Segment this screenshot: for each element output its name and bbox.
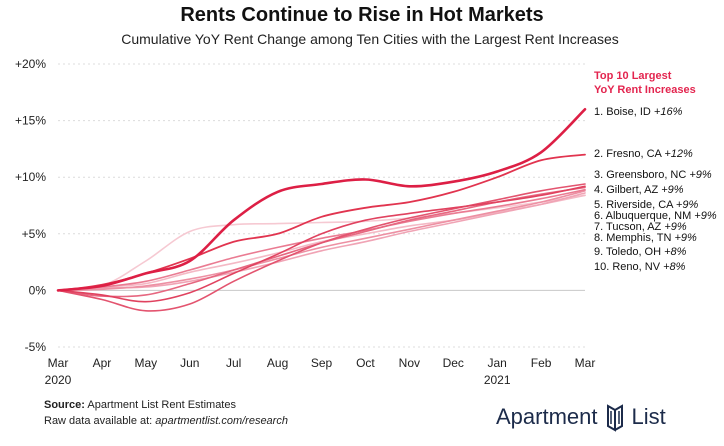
x-tick-label: Aug [267,356,288,370]
legend-entry: 7. Tucson, AZ +9% [594,221,687,233]
series-line-greensboro-nc [57,185,586,303]
legend-entry: 8. Memphis, TN +9% [594,232,697,244]
legend-title-line-2: YoY Rent Increases [594,84,696,96]
legend-entry: 1. Boise, ID +16% [594,106,683,118]
x-axis: Mar Apr May Jun Jul Aug Sep Oct Nov Dec Jan Feb Mar 2… [45,356,596,387]
x-tick-label: Dec [443,356,464,370]
y-tick-label: +20% [15,57,46,71]
y-tick-label: +10% [15,170,46,184]
x-year-label: 2020 [45,373,72,387]
x-tick-label: Sep [311,356,333,370]
x-tick-label: Oct [356,356,375,370]
gridlines [58,63,585,348]
brand-logo: Apartment List [496,397,666,437]
legend-entry: 9. Toledo, OH +8% [594,246,687,258]
raw-data-link[interactable]: apartmentlist.com/research [155,415,288,427]
x-tick-label: Feb [531,356,552,370]
chart-subtitle: Cumulative YoY Rent Change among Ten Cit… [121,31,619,47]
legend-entry: 5. Riverside, CA +9% [594,199,698,211]
legend-entry: 3. Greensboro, NC +9% [594,169,712,181]
x-tick-label: Mar [48,356,69,370]
legend-title-line-1: Top 10 Largest [594,70,672,82]
legend-entry: 2. Fresno, CA +12% [594,148,693,160]
legend-entry: 10. Reno, NV +8% [594,261,686,273]
raw-data-prefix: Raw data available at: [44,415,153,427]
brand-word-right: List [631,404,666,429]
x-tick-label: Jan [487,356,506,370]
series-line-boise-id [56,108,587,292]
brand-word-left: Apartment [496,404,598,429]
legend-entry: 6. Albuquerque, NM +9% [594,210,717,222]
series-line-reno-nv [57,194,586,292]
source-note: Source: Apartment List Rent Estimates [44,399,236,411]
chart-title: Rents Continue to Rise in Hot Markets [180,4,543,26]
raw-data-note: Raw data available at: apartmentlist.com… [44,415,288,427]
series-line-toledo-oh [57,194,586,292]
source-text: Apartment List Rent Estimates [87,399,236,411]
x-tick-label: Jun [180,356,199,370]
series-line-gilbert-az [57,183,586,312]
series-lines [56,108,587,312]
series-line-tucson-az [57,190,586,292]
x-year-label: 2021 [484,373,511,387]
y-tick-label: 0% [29,283,47,297]
apartment-list-logo-icon [606,404,623,432]
series-line-memphis-tn [57,192,586,292]
x-tick-label: Mar [575,356,596,370]
y-tick-label: +5% [22,227,47,241]
series-line-albuquerque-nm [57,188,586,292]
x-tick-label: Nov [399,356,420,370]
x-tick-label: May [134,356,157,370]
y-axis: -5% 0% +5% +10% +15% +20% [15,57,46,354]
x-tick-label: Jul [226,356,241,370]
legend: Top 10 Largest YoY Rent Increases 1. Boi… [594,70,717,273]
y-tick-label: -5% [25,340,47,354]
source-label: Source: [44,399,85,411]
y-tick-label: +15% [15,114,46,128]
legend-entry: 4. Gilbert, AZ +9% [594,184,684,196]
x-tick-label: Apr [93,356,112,370]
